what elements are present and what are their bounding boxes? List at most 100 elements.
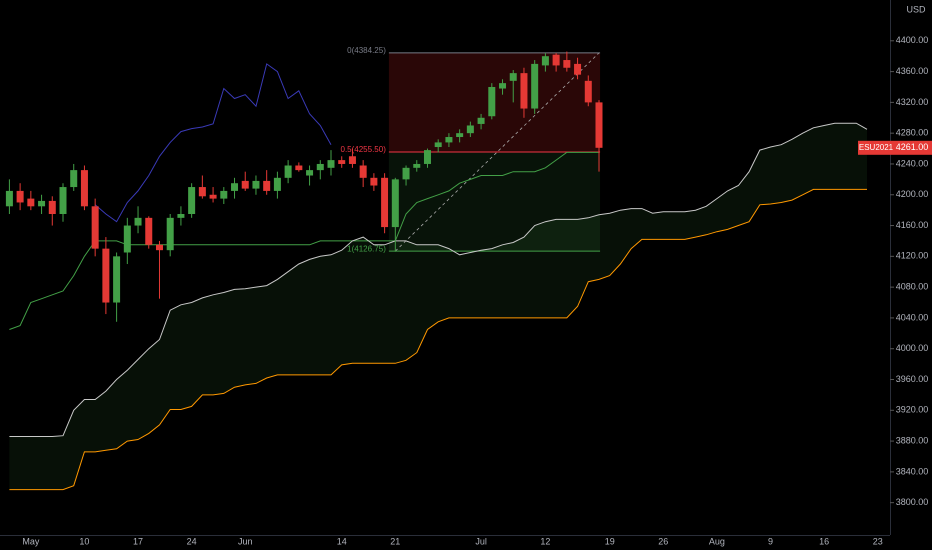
x-tick-label: 21 <box>390 536 400 546</box>
x-tick-label: 24 <box>187 536 197 546</box>
indicator-line <box>9 188 867 491</box>
x-tick-label: 17 <box>133 536 143 546</box>
candle-body <box>466 125 474 134</box>
candle-body <box>456 133 464 138</box>
candle-body <box>16 190 24 203</box>
fib-label: 1(4126.75) <box>347 244 386 253</box>
candle-body <box>263 180 271 191</box>
y-tick-label: 4160.00 <box>896 220 929 230</box>
x-tick-label: 19 <box>605 536 615 546</box>
candle-body <box>80 170 88 207</box>
y-tick-label: 3960.00 <box>896 374 929 384</box>
x-tick-label: 26 <box>658 536 668 546</box>
fib-trend-line <box>395 52 600 252</box>
candle-body <box>198 187 206 197</box>
x-tick-label: 14 <box>337 536 347 546</box>
y-tick-label: 3840.00 <box>896 466 929 476</box>
candle-body <box>327 160 335 168</box>
candle-body <box>509 73 517 81</box>
candle-body <box>102 248 110 303</box>
last-price-label: 4261.00 <box>896 142 929 152</box>
candle-body <box>241 180 249 189</box>
candle-body <box>338 160 346 164</box>
x-tick-label: 10 <box>79 536 89 546</box>
candle-body <box>348 156 356 164</box>
x-tick-label: Aug <box>709 536 725 546</box>
y-tick-label: 4240.00 <box>896 158 929 168</box>
candle-body <box>134 217 142 226</box>
candle-body <box>413 163 421 168</box>
candle-body <box>434 142 442 148</box>
indicator-line <box>9 151 599 330</box>
fib-label: 0.5(4255.50) <box>341 145 387 154</box>
y-tick-label: 3800.00 <box>896 497 929 507</box>
y-tick-label: 4400.00 <box>896 35 929 45</box>
cloud <box>9 123 867 490</box>
candle-body <box>563 60 571 68</box>
candle-body <box>145 217 153 245</box>
candle-body <box>113 256 121 303</box>
candle-body <box>499 83 507 89</box>
candle-body <box>38 200 46 207</box>
candle-body <box>541 56 549 66</box>
candle-body <box>306 170 314 176</box>
candle-body <box>273 177 281 191</box>
candle-body <box>402 167 410 180</box>
candle-body <box>584 80 592 103</box>
fib-label: 0(4384.25) <box>347 46 386 55</box>
x-tick-label: 9 <box>768 536 773 546</box>
y-tick-label: 4120.00 <box>896 251 929 261</box>
y-tick-label: 4080.00 <box>896 282 929 292</box>
candle-body <box>177 214 185 218</box>
candle-body <box>488 86 496 117</box>
x-tick-label: 12 <box>540 536 550 546</box>
last-price-badge <box>858 140 932 155</box>
y-tick-label: 4280.00 <box>896 128 929 138</box>
y-tick-label: 3920.00 <box>896 405 929 415</box>
candle-body <box>445 137 453 143</box>
candle-body <box>123 225 131 253</box>
x-tick-label: 23 <box>873 536 883 546</box>
candle-body <box>520 73 528 109</box>
candle-body <box>284 165 292 178</box>
candle-body <box>48 200 56 214</box>
candle-body <box>209 194 217 199</box>
y-tick-label: 3880.00 <box>896 435 929 445</box>
currency-label: USD <box>906 4 926 14</box>
candle-body <box>391 179 399 228</box>
candle-body <box>166 217 174 251</box>
y-tick-label: 4360.00 <box>896 66 929 76</box>
candle-body <box>231 183 239 191</box>
candle-body <box>59 187 67 214</box>
candle-body <box>5 190 13 207</box>
indicator-line <box>94 63 332 223</box>
candle-body <box>370 177 378 186</box>
candle-body <box>574 63 582 75</box>
candle-body <box>27 198 35 207</box>
x-tick-label: Jul <box>475 536 487 546</box>
y-tick-label: 4000.00 <box>896 343 929 353</box>
candle-body <box>359 165 367 178</box>
candle-body <box>595 102 603 148</box>
candle-body <box>70 170 78 188</box>
x-tick-label: 16 <box>819 536 829 546</box>
x-tick-label: Jun <box>238 536 253 546</box>
candle-body <box>423 150 431 164</box>
candle-body <box>188 187 196 214</box>
candle-body <box>220 190 228 199</box>
candle-body <box>155 244 163 251</box>
candle-body <box>531 63 539 109</box>
y-tick-label: 4320.00 <box>896 97 929 107</box>
y-tick-label: 4200.00 <box>896 189 929 199</box>
candle-body <box>477 117 485 124</box>
candle-body <box>316 163 324 171</box>
fib-zone-lower <box>388 152 601 252</box>
candle-body <box>91 206 99 249</box>
candle-body <box>381 177 389 228</box>
symbol-label: ESU2021 <box>859 143 894 152</box>
candle-body <box>295 165 303 171</box>
candle-body <box>552 54 560 66</box>
x-tick-label: May <box>22 536 40 546</box>
